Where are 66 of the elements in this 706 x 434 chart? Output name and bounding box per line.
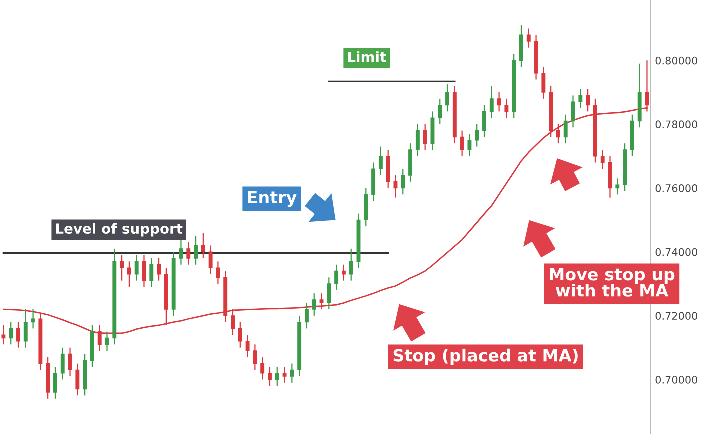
candlestick — [504, 98, 509, 119]
candlestick — [438, 98, 442, 126]
candlestick — [468, 133, 472, 157]
candlestick — [208, 245, 213, 275]
candlestick — [216, 261, 220, 285]
candlestick — [327, 277, 332, 310]
candlestick — [2, 324, 6, 346]
candlestick — [490, 86, 494, 119]
y-tick-label: 0.78000 — [656, 120, 698, 129]
candlestick — [9, 322, 14, 346]
candlestick — [201, 232, 206, 260]
candlestick — [446, 84, 450, 112]
candlestick — [253, 344, 258, 371]
candlestick — [194, 236, 198, 266]
y-tick-label: 0.80000 — [656, 56, 698, 65]
candlestick — [320, 293, 324, 310]
candlestick — [304, 302, 309, 330]
y-tick-label: 0.72000 — [656, 312, 698, 320]
candlestick — [482, 104, 486, 138]
candlestick — [497, 92, 502, 112]
candlestick — [238, 322, 242, 348]
candlestick — [556, 124, 560, 144]
candlestick — [600, 149, 605, 170]
candlestick — [616, 178, 620, 196]
candlestick — [378, 146, 383, 176]
series-label: Level of support — [56, 223, 183, 237]
candlestick — [401, 168, 406, 196]
candlestick — [349, 248, 354, 282]
candlestick — [246, 334, 250, 358]
candlestick — [16, 322, 20, 348]
y-tick-label: 0.74000 — [656, 248, 698, 256]
candlestick — [342, 264, 346, 282]
candlestick — [157, 258, 162, 282]
candlestick — [134, 254, 139, 282]
series-label: Limit — [348, 52, 386, 62]
candlestick — [60, 347, 65, 380]
annotation: Entry — [248, 191, 297, 208]
candlestick — [186, 242, 191, 266]
candlestick — [31, 308, 36, 330]
candlestick — [312, 293, 316, 316]
candlestick — [526, 28, 531, 48]
candlestick — [260, 356, 265, 380]
candlestick — [578, 88, 583, 110]
candlestick — [127, 261, 132, 288]
candlestick — [268, 366, 272, 387]
candlestick — [564, 114, 568, 144]
candlestick — [290, 363, 294, 384]
candlestick — [54, 366, 58, 400]
candlestick — [460, 130, 464, 157]
candlestick — [416, 124, 420, 157]
candlestick — [24, 308, 28, 348]
candlestick — [275, 366, 280, 387]
candlestick — [334, 264, 339, 291]
candlestick — [120, 254, 124, 282]
candlestick — [282, 366, 287, 384]
candlestick — [475, 124, 480, 148]
annotation: Stop (placed at MA) — [394, 348, 578, 366]
annotation: Move stop up with the MA — [550, 268, 675, 297]
y-tick-label: 0.76000 — [656, 184, 698, 192]
candlestick — [76, 363, 80, 396]
candlestick — [586, 88, 590, 112]
candlestick — [423, 124, 428, 151]
candlestick — [179, 238, 184, 266]
candlestick — [150, 258, 154, 288]
y-tick-label: 0.70000 — [656, 376, 698, 384]
candlestick — [542, 66, 546, 100]
